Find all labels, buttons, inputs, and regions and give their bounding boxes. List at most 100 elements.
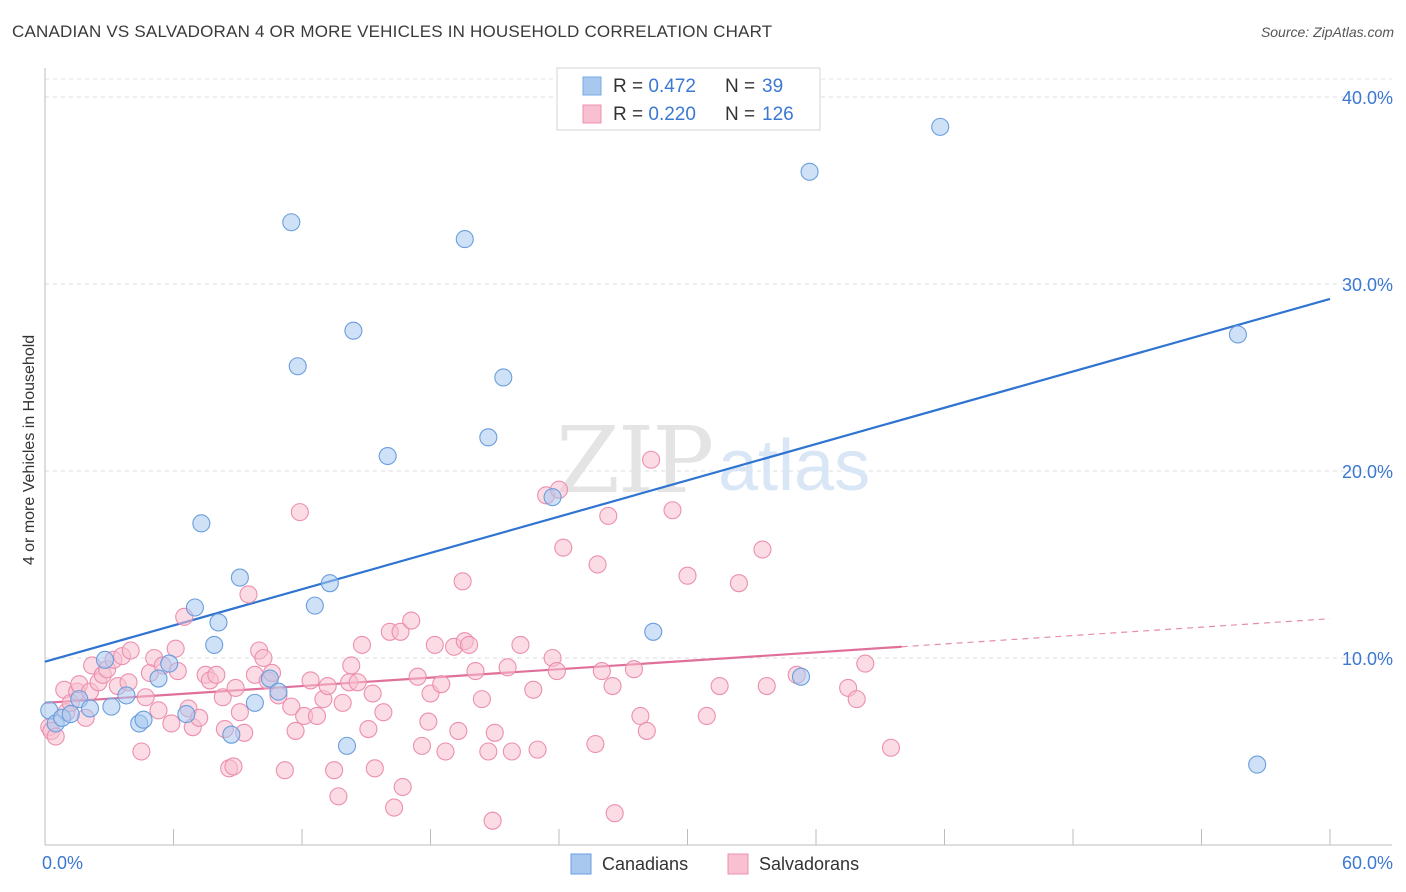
canadian-point <box>931 117 950 136</box>
canadian-point <box>185 598 204 617</box>
salvadoran-point <box>757 676 776 696</box>
salvadoran-point <box>603 676 622 696</box>
salvadoran-point <box>342 656 361 675</box>
canadian-point <box>337 736 357 755</box>
canadian-point <box>209 613 228 632</box>
canadian-point <box>1228 325 1247 344</box>
watermark-zip: ZIP <box>556 407 712 514</box>
canadian-point <box>134 710 153 729</box>
stats-legend-row: R = 0.472 N = 39 <box>613 76 783 97</box>
salvadoran-point <box>502 742 521 761</box>
salvadoran-point <box>282 697 301 716</box>
salvadoran-point <box>230 703 249 722</box>
salvadoran-point <box>226 678 245 697</box>
salvadoran-point <box>162 714 181 733</box>
salvadoran-point <box>149 701 168 720</box>
salvadoran-point <box>453 572 472 591</box>
canadian-point <box>230 568 249 587</box>
salvadoran-point <box>374 703 393 722</box>
salvadoran-point <box>881 738 901 757</box>
salvadoran-point <box>631 706 650 726</box>
canadian-point <box>177 705 196 724</box>
y-tick-label: 10.0% <box>1342 649 1393 669</box>
gridlines <box>45 78 1392 659</box>
salvadoran-point <box>391 622 410 641</box>
canadian-point <box>192 514 211 533</box>
salvadoran-point <box>307 706 327 726</box>
salvadoran-point <box>365 759 384 778</box>
salvadoran-point <box>318 676 337 696</box>
canadian-point <box>494 368 513 387</box>
salvadoran-point <box>624 660 644 679</box>
salvadoran-point <box>466 662 485 681</box>
salvadoran-point <box>528 740 547 759</box>
salvadoran-point <box>588 555 607 574</box>
canadian-point <box>378 446 397 466</box>
salvadoran-point <box>524 680 543 699</box>
salvadoran-point <box>132 742 151 761</box>
watermark: ZIP atlas <box>556 407 870 514</box>
series-legend-label: Canadians <box>602 854 688 874</box>
salvadoran-point <box>637 721 656 740</box>
salvadoran-point <box>432 675 451 694</box>
salvadoran-point <box>121 641 140 660</box>
stats-legend-row: R = 0.220 N = 126 <box>613 104 794 125</box>
salvadoran-point <box>592 662 611 681</box>
canadian-point <box>344 321 363 340</box>
canadian-point <box>102 697 121 716</box>
stats-legend-swatch <box>582 76 602 96</box>
canadian-point <box>205 635 224 654</box>
canadian-point <box>260 669 279 688</box>
series-legend-swatch <box>727 853 749 875</box>
salvadoran-point <box>753 540 772 559</box>
canadian-point <box>80 699 100 718</box>
salvadoran-point <box>678 566 697 585</box>
salvadoran-point <box>301 671 320 690</box>
salvadoran-point <box>363 684 382 703</box>
salvadoran-point <box>663 501 682 520</box>
salvadoran-point <box>402 611 421 630</box>
watermark-atlas: atlas <box>718 426 870 506</box>
salvadoran-point <box>459 635 479 654</box>
canadian-point <box>95 650 115 669</box>
x-tick-label-right: 60.0% <box>1342 853 1393 873</box>
canadian-point <box>269 682 288 701</box>
salvadoran-point <box>166 639 185 658</box>
canadian-point <box>479 428 498 447</box>
canadian-point <box>305 596 324 615</box>
canadian-point <box>1248 755 1267 774</box>
series-legend-swatch <box>570 853 592 875</box>
salvadoran-point <box>605 804 624 823</box>
salvadoran-point <box>729 574 748 593</box>
salvadoran-point <box>352 635 372 654</box>
canadian-point <box>117 686 136 705</box>
salvadoran-point <box>408 667 427 686</box>
salvadoran-point <box>479 742 498 761</box>
salvadoran-point <box>329 787 348 806</box>
salvadoran-point <box>239 585 258 604</box>
salvadoran-point <box>498 658 517 677</box>
stats-legend-swatch <box>582 104 602 124</box>
salvadoran-point <box>697 706 716 726</box>
canadian-point <box>160 654 179 673</box>
salvadoran-point <box>483 811 502 830</box>
stats-legend: R = 0.472 N = 39 R = 0.220 N = 126 <box>556 67 821 131</box>
canadian-point <box>455 230 474 249</box>
salvadoran-point <box>286 721 305 740</box>
canadian-point <box>245 693 264 712</box>
canadian-point <box>791 667 811 686</box>
source-note: Source: ZipAtlas.com <box>1260 24 1394 40</box>
trend-line-canadians <box>44 297 1331 663</box>
salvadoran-point <box>511 635 530 654</box>
tick-labels: 10.0% 20.0% 30.0% 40.0% 0.0% 60.0% <box>42 88 1393 873</box>
salvadoran-point <box>419 712 438 731</box>
salvadoran-point <box>359 720 378 739</box>
canadian-point <box>61 705 80 724</box>
salvadoran-point <box>325 761 344 780</box>
canadian-point <box>149 669 168 688</box>
salvadoran-point <box>393 777 412 797</box>
trend-line-extension <box>901 618 1331 648</box>
canadian-point <box>320 574 339 593</box>
y-tick-label: 40.0% <box>1342 88 1393 108</box>
